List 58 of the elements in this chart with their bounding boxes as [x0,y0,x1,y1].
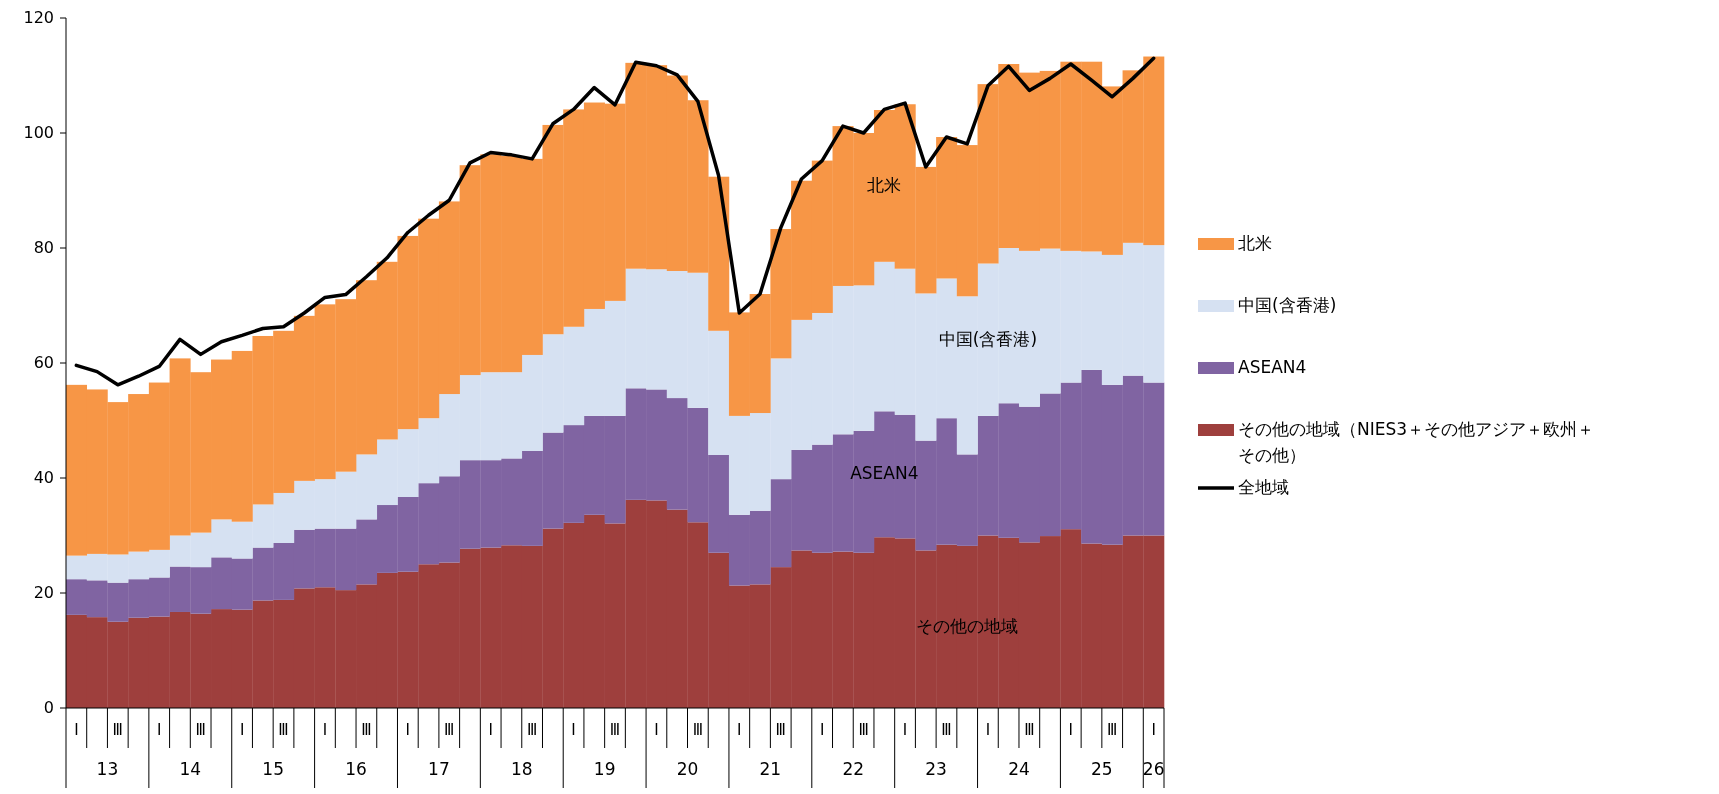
text: 24 [1008,759,1030,779]
x-tick-label: Ⅰ [571,720,576,739]
x-tick-label: Ⅲ [609,720,621,739]
x-tick-label: Ⅰ [322,720,328,739]
line-series [74,56,1156,387]
legend-label: その他の地域（NIES3＋その他アジア＋欧州＋その他） [1238,419,1595,465]
x-tick-label: Ⅰ [1151,720,1156,739]
x-tick-label: Ⅰ [239,720,245,739]
x-tick-label: Ⅲ [361,720,372,739]
x-tick-label: Ⅰ [488,720,493,739]
y-tick-label: 0 [43,697,54,717]
annotation: 北米 [867,174,902,195]
text: 13 [96,759,119,779]
x-tick-label: Ⅲ [775,720,786,739]
text: 15 [262,759,284,779]
x-tick-label: Ⅲ [278,720,289,739]
annotation: その他の地域 [916,615,1019,636]
legend-label: ASEAN4 [1238,357,1307,377]
y-tick-label: 80 [33,237,54,257]
x-tick-label: Ⅲ [692,720,704,739]
annotation: 中国(含香港) [938,328,1038,349]
x-tick-label: Ⅲ [195,720,206,739]
x-tick-label: Ⅲ [112,720,123,739]
y-tick-label: 20 [33,582,54,602]
text: 25 [1091,759,1113,779]
y-tick-label: 60 [33,352,54,372]
x-tick-label: Ⅰ [157,720,162,739]
y-tick-label: 100 [23,122,54,142]
text: 20 [676,759,699,779]
text: 14 [179,759,202,779]
annotation: ASEAN4 [850,463,919,484]
text: 17 [428,759,450,779]
x-tick-label: Ⅲ [1024,720,1035,739]
x-tick-label: Ⅰ [405,720,411,739]
text: 21 [759,759,782,779]
legend-label: 北米 [1238,233,1272,253]
x-tick-label: Ⅰ [902,720,908,739]
y-tick-label: 120 [23,7,54,27]
text: 26 [1142,759,1165,779]
x-tick-label: Ⅰ [1068,720,1073,739]
x-tick-label: Ⅲ [444,720,455,739]
x-tick-label: Ⅲ [941,720,952,739]
legend-label: 中国(含香港) [1238,295,1337,315]
text: 22 [842,759,865,779]
text: 19 [593,759,616,779]
x-tick-label: Ⅲ [526,720,538,739]
x-tick-label: Ⅲ [858,720,869,739]
y-tick-label: 40 [33,467,54,487]
x-tick-label: Ⅰ [985,720,991,739]
text: 16 [345,759,367,779]
x-tick-label: Ⅲ [1107,720,1118,739]
legend-label: 全地域 [1238,477,1289,497]
x-tick-label: Ⅰ [819,720,825,739]
x-tick-label: Ⅰ [737,720,742,739]
x-tick-label: Ⅰ [74,720,79,739]
text: 18 [510,759,533,779]
text: 23 [925,759,947,779]
x-tick-label: Ⅰ [654,720,659,739]
